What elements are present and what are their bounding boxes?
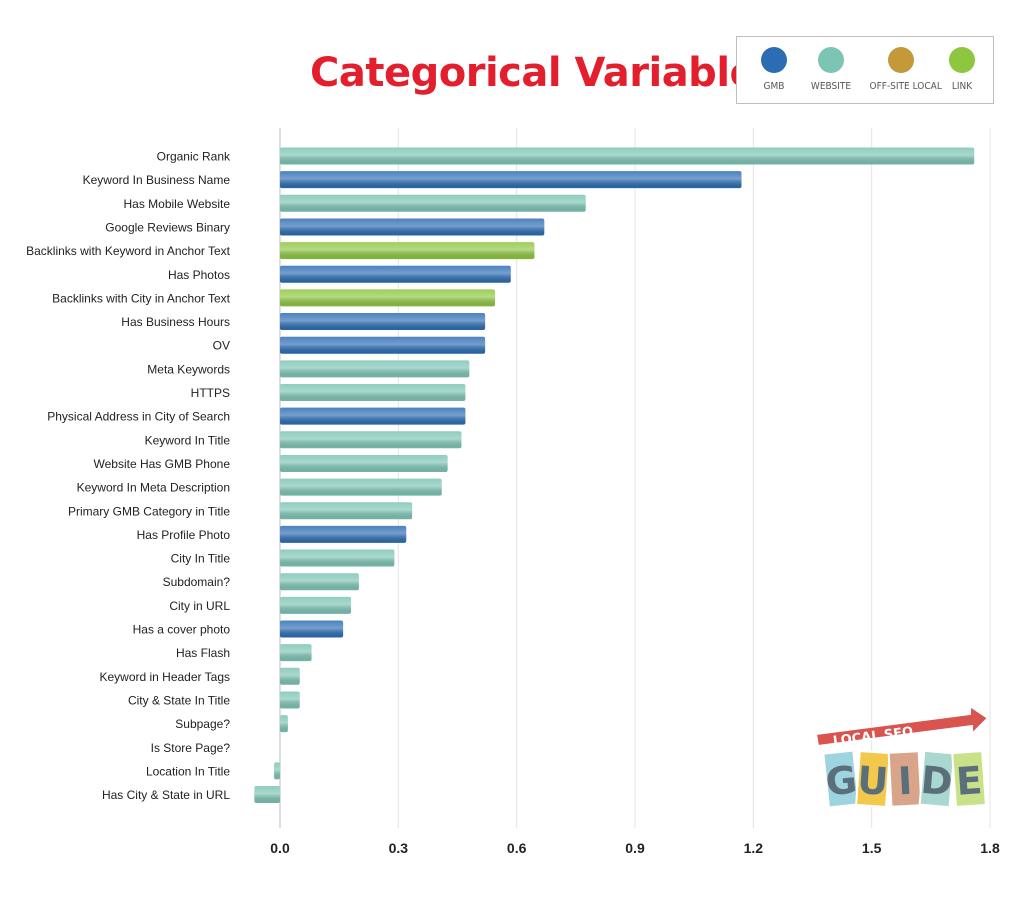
category-label: Subpage? bbox=[175, 717, 230, 731]
category-label: HTTPS bbox=[191, 386, 230, 400]
bar-highlight bbox=[280, 644, 312, 662]
category-label: Location In Title bbox=[146, 764, 230, 778]
local-seo-guide-logo: LOCAL SEO GU I D E bbox=[814, 704, 990, 809]
bar-highlight bbox=[280, 265, 511, 283]
category-label: City in URL bbox=[169, 599, 230, 613]
bar-highlight bbox=[280, 573, 359, 591]
bar-highlight bbox=[280, 667, 300, 685]
legend-label-link: LINK bbox=[951, 81, 973, 92]
bar-highlight bbox=[280, 194, 586, 212]
svg-text:D: D bbox=[919, 758, 954, 805]
bar-highlight bbox=[280, 313, 486, 331]
bar-highlight bbox=[280, 431, 462, 449]
bar-highlight bbox=[280, 525, 407, 543]
x-tick-label: 0.6 bbox=[507, 840, 527, 856]
category-label: Backlinks with City in Anchor Text bbox=[52, 291, 231, 305]
bar-highlight bbox=[280, 242, 535, 260]
bar-highlight bbox=[280, 549, 395, 567]
legend-item-website: WEBSITE bbox=[796, 47, 866, 92]
legend-label-offsite-local: OFF-SITE LOCAL bbox=[869, 81, 942, 92]
category-label: Google Reviews Binary bbox=[105, 220, 230, 234]
legend-item-link: LINK bbox=[933, 47, 991, 92]
bar-highlight bbox=[280, 336, 486, 354]
svg-text:I: I bbox=[897, 759, 913, 804]
legend-swatch-offsite-local bbox=[888, 47, 914, 73]
logo-arrow bbox=[814, 704, 990, 748]
category-label: Has Business Hours bbox=[121, 315, 230, 329]
bar-highlight bbox=[280, 407, 466, 425]
x-tick-label: 1.5 bbox=[862, 840, 882, 856]
logo-letter-tile: D bbox=[918, 749, 956, 809]
chart-legend: GMB WEBSITE OFF-SITE LOCAL LINK bbox=[736, 36, 994, 104]
legend-swatch-link bbox=[949, 47, 975, 73]
category-label: Physical Address in City of Search bbox=[47, 410, 230, 424]
x-tick-label: 0.9 bbox=[625, 840, 645, 856]
svg-text:E: E bbox=[955, 758, 984, 804]
category-label: Backlinks with Keyword in Anchor Text bbox=[26, 244, 231, 258]
category-label: Is Store Page? bbox=[151, 741, 231, 755]
bar-highlight bbox=[280, 218, 545, 236]
bar-highlight bbox=[280, 691, 300, 709]
x-tick-label: 0.3 bbox=[389, 840, 409, 856]
bar-highlight bbox=[280, 620, 344, 638]
category-label: Has Profile Photo bbox=[137, 528, 231, 542]
bar-highlight bbox=[280, 596, 351, 614]
svg-text:U: U bbox=[856, 758, 890, 804]
legend-item-gmb: GMB bbox=[739, 47, 809, 92]
bar-highlight bbox=[280, 384, 466, 401]
bar-highlight bbox=[274, 762, 280, 780]
logo-letter-tile: E bbox=[951, 749, 987, 809]
category-label: Organic Rank bbox=[157, 150, 231, 164]
category-label: Primary GMB Category in Title bbox=[68, 504, 230, 518]
chart-title: Categorical Variables bbox=[310, 50, 780, 96]
category-label: Has City & State in URL bbox=[102, 788, 230, 802]
legend-swatch-gmb bbox=[761, 47, 787, 73]
logo-letter-tile: G bbox=[822, 749, 860, 809]
bar-highlight bbox=[280, 478, 442, 496]
category-label: Keyword In Title bbox=[145, 433, 231, 447]
legend-label-gmb: GMB bbox=[763, 81, 785, 92]
category-label: Keyword In Business Name bbox=[83, 173, 231, 187]
legend-label-website: WEBSITE bbox=[810, 81, 852, 92]
legend-item-offsite-local: OFF-SITE LOCAL bbox=[866, 47, 942, 92]
category-label: Subdomain? bbox=[163, 575, 231, 589]
bar-highlight bbox=[280, 454, 448, 472]
bar-highlight bbox=[280, 147, 975, 165]
category-label: Has a cover photo bbox=[133, 623, 231, 637]
category-label: Has Photos bbox=[168, 268, 230, 282]
bar-highlight bbox=[254, 786, 280, 804]
category-label: Has Flash bbox=[176, 646, 230, 660]
x-tick-label: 1.2 bbox=[744, 840, 764, 856]
legend-swatch-website bbox=[818, 47, 844, 73]
logo-letter-tile: U bbox=[855, 749, 891, 809]
x-tick-label: 0.0 bbox=[270, 840, 290, 856]
category-label: City & State In Title bbox=[128, 693, 230, 707]
category-label: OV bbox=[213, 339, 230, 353]
category-label: Website Has GMB Phone bbox=[93, 457, 230, 471]
category-label: City In Title bbox=[171, 552, 231, 566]
bar-highlight bbox=[280, 289, 495, 307]
bar-highlight bbox=[280, 171, 742, 189]
bar-highlight bbox=[280, 502, 413, 520]
category-label: Has Mobile Website bbox=[124, 197, 231, 211]
bar-highlight bbox=[280, 360, 470, 378]
category-label: Meta Keywords bbox=[147, 362, 230, 376]
logo-letter-tile: I bbox=[887, 750, 923, 808]
category-label: Keyword in Header Tags bbox=[99, 670, 230, 684]
category-label: Keyword In Meta Description bbox=[77, 481, 230, 495]
bar-highlight bbox=[280, 715, 288, 733]
svg-text:G: G bbox=[823, 757, 859, 804]
x-tick-label: 1.8 bbox=[980, 840, 1000, 856]
